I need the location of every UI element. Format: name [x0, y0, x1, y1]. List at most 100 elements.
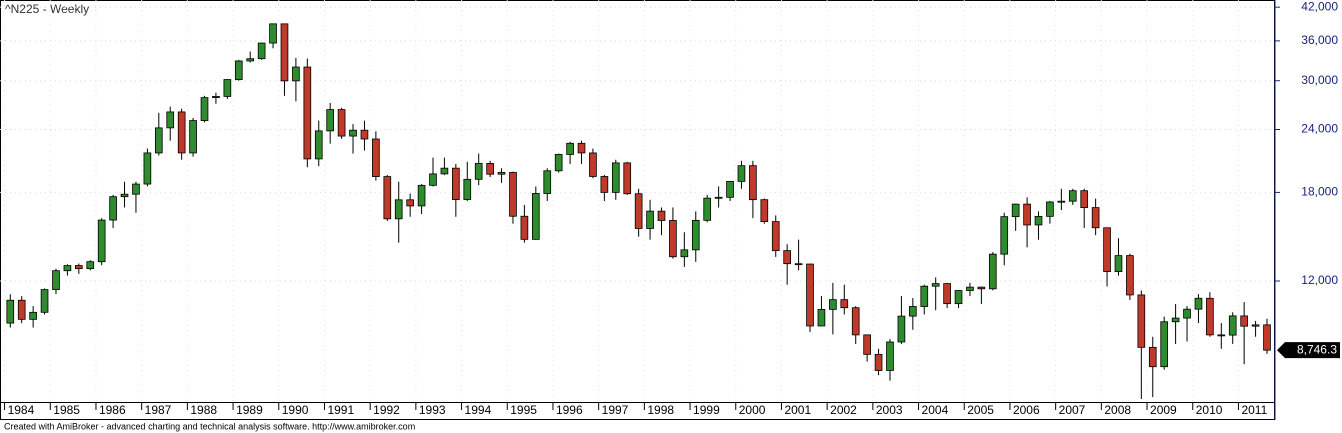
candle-body: [520, 215, 529, 240]
y-tick-label: 12,000: [1301, 273, 1338, 287]
candle-body: [154, 127, 163, 154]
x-tick-label: 2009: [1150, 403, 1177, 417]
candle-body: [394, 199, 403, 220]
x-tick-label: 1992: [373, 403, 400, 417]
candle-body: [737, 165, 746, 182]
candle-body: [486, 163, 494, 175]
candle-body: [406, 199, 414, 207]
candle-body: [166, 111, 175, 129]
candle-body: [874, 353, 883, 371]
last-value-label: 8,746.3: [1297, 342, 1337, 356]
x-tick-label: 2008: [1104, 403, 1131, 417]
candle-body: [600, 176, 609, 193]
candle-body: [1251, 324, 1260, 327]
candle-body: [749, 165, 757, 201]
candle-body: [1011, 203, 1020, 218]
x-tick-label: 1996: [556, 403, 583, 417]
candle-body: [177, 111, 186, 154]
candle-body: [40, 289, 49, 313]
x-tick-label: 1989: [236, 403, 263, 417]
candle-body: [851, 307, 860, 336]
candle-body: [623, 162, 632, 195]
candle-body: [966, 286, 974, 291]
candle-body: [337, 109, 346, 137]
candle-body: [1034, 215, 1043, 226]
candle-body: [691, 219, 700, 251]
x-tick-label: 2003: [876, 403, 903, 417]
x-tick-label: 2005: [967, 403, 994, 417]
candle-body: [452, 167, 460, 200]
candle-body: [1183, 308, 1191, 319]
candle-body: [1217, 334, 1226, 337]
candle-body: [1103, 227, 1111, 272]
candle-body: [1194, 297, 1203, 310]
candle-body: [783, 250, 791, 265]
x-tick-label: 2002: [830, 403, 857, 417]
candle-body: [806, 263, 814, 327]
candle-body: [554, 154, 563, 172]
candle-body: [1206, 297, 1214, 336]
candle-body: [440, 167, 449, 175]
x-tick-label: 1991: [327, 403, 354, 417]
x-tick-label: 2011: [1241, 403, 1267, 417]
candle-body: [1057, 200, 1066, 203]
candle-body: [212, 96, 220, 99]
candle-body: [863, 334, 871, 355]
candle-body: [669, 220, 677, 258]
candle-body: [566, 142, 574, 155]
y-tick-label: 18,000: [1301, 185, 1338, 199]
x-tick-label: 1993: [419, 403, 446, 417]
candle-body: [1114, 255, 1123, 272]
candle-body: [1046, 201, 1054, 217]
candle-body: [223, 79, 232, 97]
candle-body: [1091, 207, 1100, 229]
candle-body: [657, 210, 666, 221]
candle-body: [120, 193, 129, 198]
candle-body: [86, 261, 95, 270]
candle-body: [909, 306, 917, 317]
x-tick-label: 1985: [53, 403, 80, 417]
candle-body: [1126, 255, 1134, 296]
candle-body: [920, 285, 929, 307]
y-tick-label: 30,000: [1301, 73, 1338, 87]
candle-body: [794, 263, 803, 266]
x-tick-label: 2004: [922, 403, 949, 417]
candle-body: [931, 283, 940, 287]
candle-body: [1000, 216, 1009, 255]
candle-body: [1068, 190, 1077, 202]
candle-body: [474, 163, 483, 180]
candle-body: [509, 172, 517, 217]
candle-body: [63, 265, 72, 272]
candle-body: [200, 97, 209, 121]
candle-body: [886, 341, 894, 371]
x-tick-label: 1999: [693, 403, 720, 417]
candle-body: [189, 120, 197, 154]
candle-body: [1137, 294, 1146, 348]
candle-body: [132, 183, 140, 195]
candle-body: [143, 152, 152, 185]
x-tick-label: 2000: [739, 403, 766, 417]
candle-body: [646, 210, 654, 229]
candle-body: [326, 109, 335, 132]
candle-body: [246, 58, 255, 62]
candle-body: [280, 23, 289, 82]
candle-body: [726, 180, 734, 198]
candle-body: [1080, 190, 1089, 209]
footer: Created with AmiBroker - advanced charti…: [4, 421, 415, 431]
candle-body: [6, 299, 15, 324]
candle-body: [577, 142, 586, 154]
candle-body: [349, 129, 357, 137]
candle-body: [497, 172, 506, 175]
candle-body: [840, 299, 849, 309]
candle-body: [75, 265, 83, 270]
x-tick-label: 1997: [602, 403, 629, 417]
candle-body: [29, 311, 37, 320]
candle-body: [292, 66, 300, 82]
x-tick-label: 1984: [8, 403, 35, 417]
candle-body: [97, 219, 106, 263]
candle-body: [417, 184, 426, 207]
y-tick-label: 24,000: [1301, 122, 1338, 136]
candle-body: [943, 283, 951, 305]
